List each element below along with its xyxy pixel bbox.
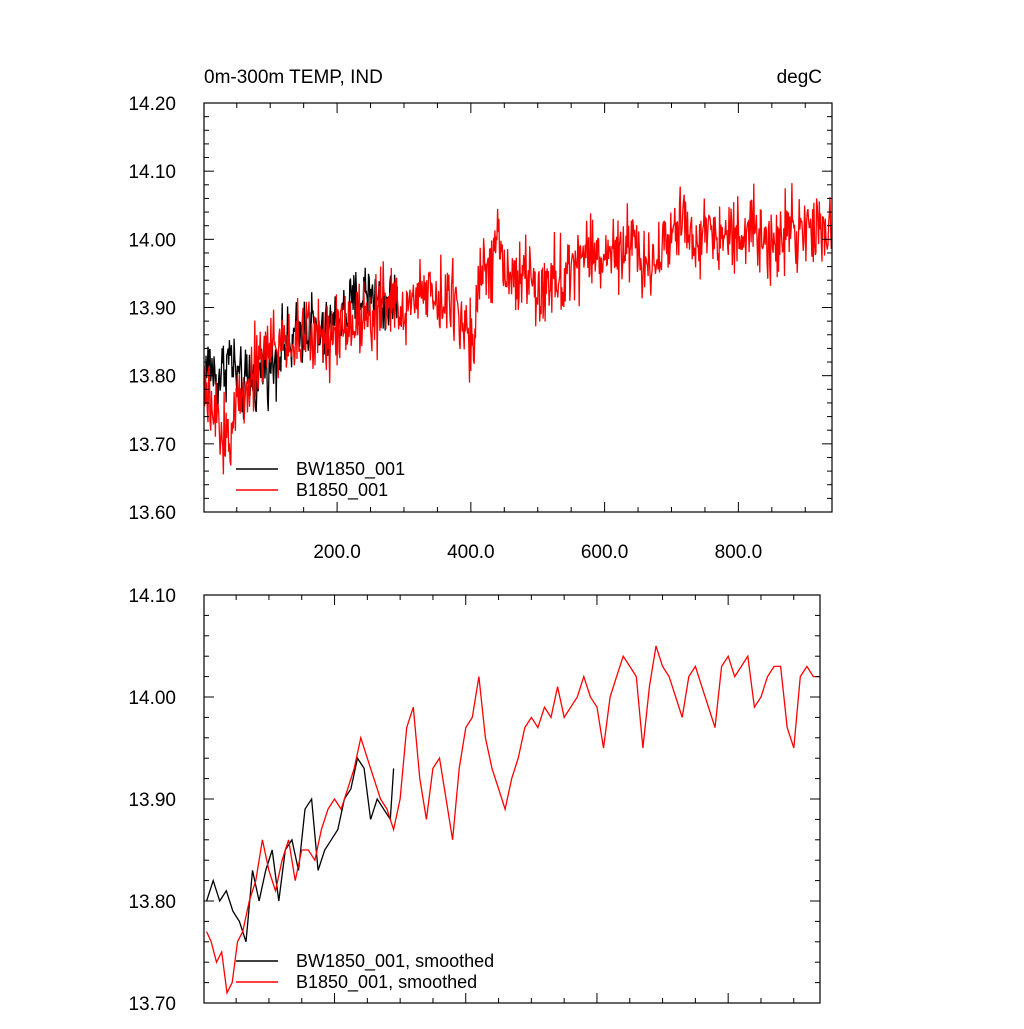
y-tick-label: 14.10 [128,586,176,607]
y-tick-label: 14.10 [128,162,176,183]
y-tick-label: 13.80 [128,367,176,388]
x-tick-label: 800.0 [715,542,763,563]
legend-label: BW1850_001, smoothed [296,951,494,972]
y-tick-label: 14.00 [128,230,176,251]
chart-svg: 13.60 13.70 13.80 13.90 14.00 14.10 14.20 200.0… [0,0,1024,1024]
legend-label: BW1850_001 [296,459,405,480]
legend-label: B1850_001 [296,480,388,501]
chart-figure: 13.60 13.70 13.80 13.90 14.00 14.10 14.20 200.0… [0,0,1024,1024]
y-tick-label: 13.90 [128,790,176,811]
y-tick-label: 13.70 [128,435,176,456]
chart-title-right: degC [777,67,822,88]
y-tick-label: 13.90 [128,299,176,320]
chart-panel-2: 13.70 13.80 13.90 14.00 14.10 BW1850_001, smo… [128,586,820,1015]
y-tick-label: 13.80 [128,892,176,913]
y-tick-label: 14.00 [128,688,176,709]
y-tick-label: 13.70 [128,994,176,1015]
x-tick-label: 200.0 [313,542,361,563]
y-tick-label: 14.20 [128,94,176,115]
y-tick-label: 13.60 [128,503,176,524]
series-line-2-2 [207,646,820,993]
series-line-1-1 [204,268,397,420]
x-tick-label: 600.0 [581,542,629,563]
x-tick-label: 400.0 [447,542,495,563]
series-line-2-1 [207,758,394,942]
legend-label: B1850_001, smoothed [296,972,477,993]
chart-title-left: 0m-300m TEMP, IND [204,67,383,88]
series-line-1-2 [204,183,832,474]
chart-panel-1: 13.60 13.70 13.80 13.90 14.00 14.10 14.20 200.0… [128,67,832,563]
